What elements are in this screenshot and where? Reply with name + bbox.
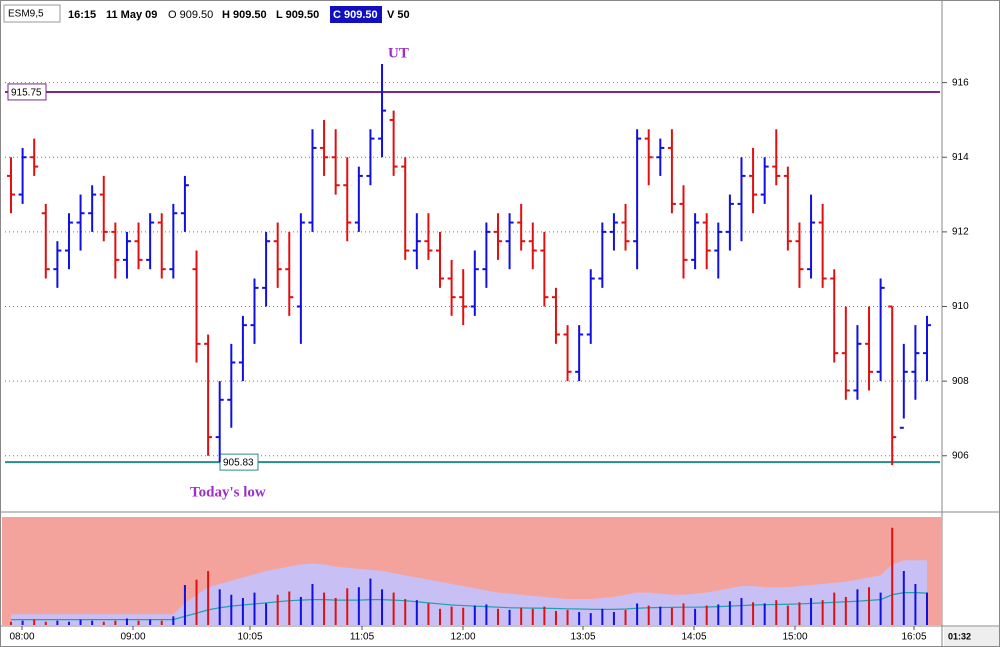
symbol: ESM9,5: [8, 9, 44, 20]
y-tick-label: 906: [952, 450, 969, 461]
volume-layer: [10, 527, 928, 625]
x-tick-label: 16:05: [901, 632, 926, 643]
high: H 909.50: [222, 9, 267, 21]
annotation-ut: UT: [388, 45, 409, 61]
x-tick-label: 10:05: [237, 632, 262, 643]
y-tick-label: 914: [952, 152, 969, 163]
x-tick-label: 08:00: [9, 632, 34, 643]
volume: V 50: [387, 9, 410, 21]
open: O 909.50: [168, 9, 213, 21]
y-tick-label: 916: [952, 77, 969, 88]
x-tick-label: 13:05: [570, 632, 595, 643]
header: ESM9,5 16:15 11 May 09 O 909.50 H 909.50…: [3, 4, 410, 23]
date: 11 May 09: [106, 9, 157, 21]
level-label: 915.75: [11, 88, 42, 99]
close: C 909.50: [333, 9, 378, 21]
y-tick-label: 912: [952, 227, 969, 238]
annotation-low: Today's low: [190, 484, 266, 500]
close-box: [330, 6, 382, 23]
volume-avg-line: [11, 592, 928, 621]
x-tick-label: 12:00: [450, 632, 475, 643]
y-tick-label: 908: [952, 376, 969, 387]
x-tick-label: 14:05: [681, 632, 706, 643]
volume-band: [11, 560, 927, 625]
time: 16:15: [68, 9, 96, 21]
corner-time: 01:32: [948, 631, 971, 641]
x-tick-label: 15:00: [782, 632, 807, 643]
level-label-box: [7, 83, 47, 101]
corner-box: [944, 627, 999, 646]
low: L 909.50: [276, 9, 319, 21]
x-tick-label: 09:00: [120, 632, 145, 643]
x-tick-label: 11:05: [350, 632, 375, 643]
y-tick-label: 910: [952, 301, 969, 312]
symbol-box: [3, 4, 61, 23]
level-label: 905.83: [223, 458, 254, 469]
